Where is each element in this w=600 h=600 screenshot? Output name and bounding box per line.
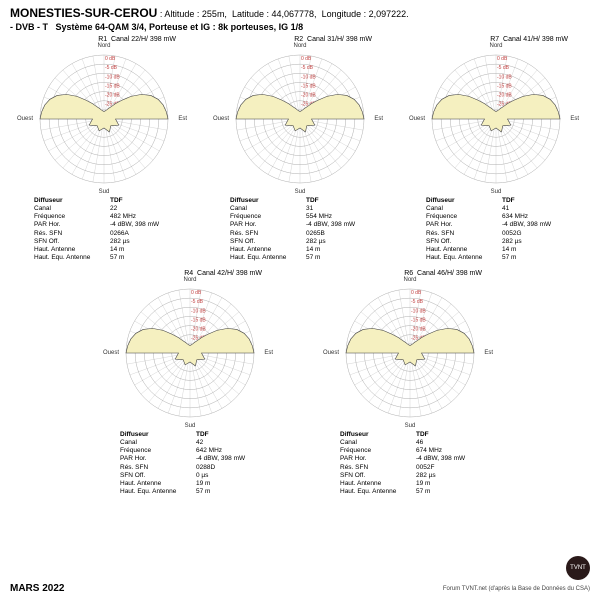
polar-chart: 0 dB-5 dB-10 dB-15 dB-20 dB-25 dB-30 dB … (115, 278, 265, 428)
svg-text:-20 dB: -20 dB (411, 327, 426, 333)
svg-text:-10 dB: -10 dB (191, 308, 206, 314)
panel-info: DiffuseurTDF Canal41 Fréquence634 MHz PA… (406, 194, 586, 262)
location-name: MONESTIES-SUR-CEROU (10, 6, 157, 20)
panel-title: R4 Canal 42/H/ 398 mW (100, 270, 280, 277)
polar-chart: 0 dB-5 dB-10 dB-15 dB-20 dB-25 dB-30 dB … (29, 44, 179, 194)
compass-n: Nord (183, 277, 196, 283)
polar-chart: 0 dB-5 dB-10 dB-15 dB-20 dB-25 dB-30 dB … (421, 44, 571, 194)
svg-text:-10 dB: -10 dB (105, 74, 120, 80)
compass-s: Sud (99, 189, 110, 195)
footer-date: MARS 2022 (10, 583, 64, 594)
panel-info: DiffuseurTDF Canal42 Fréquence642 MHz PA… (100, 428, 280, 496)
compass-w: Ouest (409, 116, 425, 122)
compass-e: Est (264, 350, 273, 356)
system-line: - DVB - T Système 64-QAM 3/4, Porteuse e… (10, 22, 590, 32)
compass-n: Nord (293, 43, 306, 49)
polar-panel: R1 Canal 22/H/ 398 mW 0 dB -5 dB -10 dB -15… (14, 36, 194, 262)
panel-title: R7 Canal 41/H/ 398 mW (406, 36, 586, 43)
compass-e: Est (374, 116, 383, 122)
compass-n: Nord (489, 43, 502, 49)
panel-info: DiffuseurTDF Canal46 Fréquence674 MHz PA… (320, 428, 500, 496)
svg-text:-5 dB: -5 dB (105, 65, 118, 71)
compass-s: Sud (405, 423, 416, 429)
panel-info: DiffuseurTDF Canal31 Fréquence554 MHz PA… (210, 194, 390, 262)
footer-source: Forum TVNT.net (d'après la Base de Donné… (443, 586, 590, 592)
polar-panel: R6 Canal 46/H/ 398 mW 0 dB -5 dB -10 dB -15… (320, 270, 500, 496)
polar-panel: R2 Canal 31/H/ 398 mW 0 dB -5 dB -10 dB -15… (210, 36, 390, 262)
svg-text:-20 dB: -20 dB (105, 93, 120, 99)
compass-n: Nord (97, 43, 110, 49)
svg-text:0 dB: 0 dB (301, 56, 312, 62)
polar-row-2: R4 Canal 42/H/ 398 mW 0 dB -5 dB -10 dB -15… (0, 270, 600, 496)
svg-text:0 dB: 0 dB (411, 290, 422, 296)
polar-panel: R7 Canal 41/H/ 398 mW 0 dB -5 dB -10 dB -15… (406, 36, 586, 262)
location-coords: : Altitude : 255m, Latitude : 44,067778,… (160, 9, 409, 19)
compass-s: Sud (185, 423, 196, 429)
svg-text:-20 dB: -20 dB (301, 93, 316, 99)
compass-w: Ouest (323, 350, 339, 356)
compass-e: Est (570, 116, 579, 122)
compass-w: Ouest (17, 116, 33, 122)
polar-panel: R4 Canal 42/H/ 398 mW 0 dB -5 dB -10 dB -15… (100, 270, 280, 496)
polar-chart: 0 dB-5 dB-10 dB-15 dB-20 dB-25 dB-30 dB … (225, 44, 375, 194)
panel-title: R2 Canal 31/H/ 398 mW (210, 36, 390, 43)
panel-info: DiffuseurTDF Canal22 Fréquence482 MHz PA… (14, 194, 194, 262)
svg-text:-15 dB: -15 dB (497, 83, 512, 89)
svg-text:-5 dB: -5 dB (301, 65, 314, 71)
compass-e: Est (484, 350, 493, 356)
svg-text:-20 dB: -20 dB (191, 327, 206, 333)
polar-row-1: R1 Canal 22/H/ 398 mW 0 dB -5 dB -10 dB -15… (0, 36, 600, 262)
compass-s: Sud (295, 189, 306, 195)
compass-n: Nord (403, 277, 416, 283)
svg-text:-10 dB: -10 dB (411, 308, 426, 314)
svg-text:-15 dB: -15 dB (191, 317, 206, 323)
svg-text:-15 dB: -15 dB (411, 317, 426, 323)
svg-text:-5 dB: -5 dB (497, 65, 510, 71)
svg-text:-15 dB: -15 dB (105, 83, 120, 89)
compass-e: Est (178, 116, 187, 122)
logo-icon: TVNT (566, 556, 590, 580)
svg-text:0 dB: 0 dB (497, 56, 508, 62)
compass-w: Ouest (213, 116, 229, 122)
svg-text:0 dB: 0 dB (191, 290, 202, 296)
polar-chart: 0 dB-5 dB-10 dB-15 dB-20 dB-25 dB-30 dB … (335, 278, 485, 428)
svg-text:-10 dB: -10 dB (301, 74, 316, 80)
svg-text:-5 dB: -5 dB (411, 299, 424, 305)
svg-text:-5 dB: -5 dB (191, 299, 204, 305)
svg-text:0 dB: 0 dB (105, 56, 116, 62)
svg-text:-20 dB: -20 dB (497, 93, 512, 99)
svg-text:-15 dB: -15 dB (301, 83, 316, 89)
panel-title: R1 Canal 22/H/ 398 mW (14, 36, 194, 43)
svg-text:-10 dB: -10 dB (497, 74, 512, 80)
compass-s: Sud (491, 189, 502, 195)
compass-w: Ouest (103, 350, 119, 356)
header: MONESTIES-SUR-CEROU : Altitude : 255m, L… (0, 0, 600, 34)
panel-title: R6 Canal 46/H/ 398 mW (320, 270, 500, 277)
